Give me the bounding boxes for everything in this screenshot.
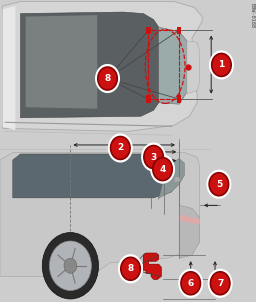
Bar [177, 27, 181, 34]
Text: 5: 5 [216, 180, 222, 189]
Text: 8: 8 [104, 74, 111, 83]
Circle shape [111, 137, 130, 159]
Polygon shape [179, 205, 200, 258]
Circle shape [212, 53, 231, 76]
Circle shape [179, 269, 202, 297]
Circle shape [209, 173, 229, 196]
Polygon shape [13, 154, 172, 198]
Circle shape [153, 158, 172, 181]
Circle shape [49, 241, 91, 291]
Circle shape [181, 272, 200, 295]
Circle shape [109, 134, 132, 162]
Polygon shape [3, 6, 15, 130]
Circle shape [142, 143, 165, 171]
Text: 7: 7 [217, 279, 223, 288]
Bar [146, 95, 151, 103]
Circle shape [121, 257, 140, 280]
Circle shape [42, 233, 99, 299]
Text: 6: 6 [188, 279, 194, 288]
Text: 3: 3 [151, 153, 157, 162]
Text: 1: 1 [218, 60, 225, 69]
Polygon shape [3, 2, 202, 131]
Text: 4: 4 [159, 165, 166, 174]
Polygon shape [159, 27, 187, 104]
Polygon shape [143, 253, 161, 279]
Circle shape [207, 170, 231, 198]
Circle shape [210, 51, 233, 79]
Circle shape [98, 67, 117, 90]
Polygon shape [26, 15, 97, 109]
Polygon shape [179, 214, 200, 225]
Polygon shape [187, 41, 200, 94]
Text: 2: 2 [117, 143, 123, 153]
Circle shape [64, 258, 77, 273]
Circle shape [96, 65, 119, 92]
Polygon shape [0, 153, 200, 276]
Text: 8: 8 [127, 264, 134, 273]
Bar [177, 95, 181, 103]
Circle shape [208, 269, 232, 297]
Polygon shape [174, 177, 180, 183]
Polygon shape [159, 159, 184, 199]
Polygon shape [20, 12, 159, 118]
Circle shape [119, 255, 142, 283]
Bar [146, 27, 151, 34]
Circle shape [210, 272, 230, 295]
Circle shape [151, 155, 174, 183]
Text: B8W-0188: B8W-0188 [249, 3, 254, 28]
Circle shape [144, 146, 163, 169]
